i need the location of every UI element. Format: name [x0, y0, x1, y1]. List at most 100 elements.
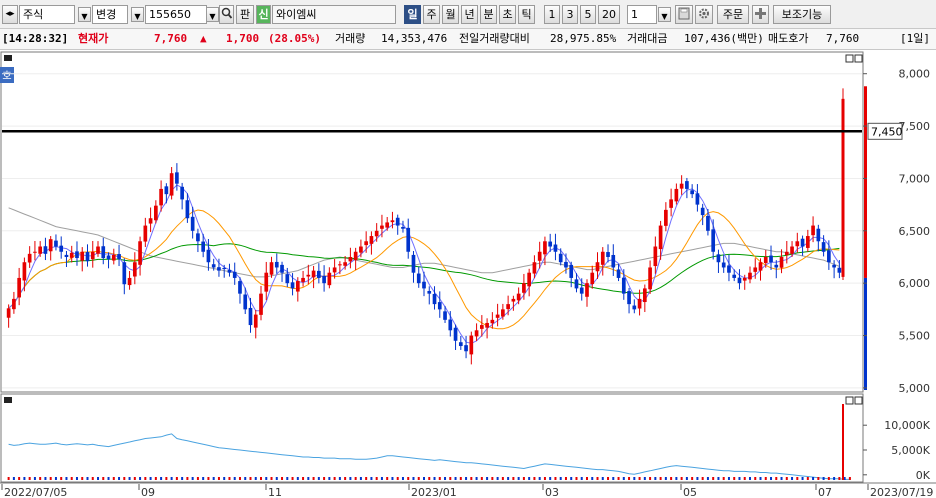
- volume-bar: [701, 477, 704, 480]
- interval-5-button[interactable]: 5: [580, 5, 596, 24]
- candle: [642, 284, 647, 313]
- volume-bar: [238, 477, 241, 480]
- period-year-button[interactable]: 년: [461, 5, 478, 24]
- indicator-button[interactable]: 보조기능: [773, 5, 831, 24]
- candle: [779, 249, 784, 274]
- volume-bar: [260, 477, 263, 480]
- panel-toggle-icon[interactable]: [4, 55, 12, 61]
- candle: [395, 214, 400, 235]
- interval-20-button[interactable]: 20: [598, 5, 620, 24]
- candle: [101, 237, 106, 265]
- candle: [369, 231, 374, 255]
- candle: [416, 266, 421, 288]
- chevron-down-icon[interactable]: ▼: [206, 7, 219, 22]
- volume-bar: [822, 477, 825, 480]
- candle: [38, 241, 43, 257]
- panel-restore-icon[interactable]: [845, 54, 854, 63]
- y-tick-label: 6,500: [899, 225, 931, 238]
- period-tick-button[interactable]: 틱: [518, 5, 535, 24]
- x-tick-label: 09: [141, 486, 155, 498]
- candle: [48, 236, 53, 261]
- volume-bar: [444, 477, 447, 480]
- candle: [343, 256, 347, 270]
- volume-bar: [428, 477, 431, 480]
- interval-3-button[interactable]: 3: [562, 5, 578, 24]
- period-week-button[interactable]: 주: [423, 5, 440, 24]
- interval-1-button[interactable]: 1: [544, 5, 560, 24]
- volume-bar: [212, 477, 215, 480]
- chevron-down-icon[interactable]: ▼: [658, 7, 671, 22]
- ask-label: 매도호가: [768, 32, 809, 45]
- volume-tick-label: 10,000K: [884, 419, 930, 432]
- volume-bar: [323, 477, 326, 480]
- candle: [790, 241, 794, 257]
- volume-bar: [317, 477, 320, 480]
- floppy-icon[interactable]: [675, 5, 693, 24]
- cross-icon[interactable]: [752, 5, 769, 24]
- market-select[interactable]: 주식: [19, 5, 75, 24]
- volume-bar: [217, 477, 220, 480]
- change-select[interactable]: 변경: [92, 5, 128, 24]
- volume-bar: [407, 477, 410, 480]
- pan-button[interactable]: 판: [236, 5, 254, 24]
- candle: [22, 257, 27, 292]
- volume-bar: [801, 477, 804, 480]
- y-tick-label: 8,000: [899, 68, 931, 81]
- x-tick-label: 11: [268, 486, 282, 498]
- search-icon[interactable]: [219, 5, 234, 24]
- volume-bar: [833, 477, 836, 480]
- volume-bar: [139, 477, 142, 480]
- stock-code-input[interactable]: 155650: [145, 5, 207, 24]
- candle: [632, 299, 637, 314]
- panel-close-icon[interactable]: [854, 54, 863, 63]
- period-month-button[interactable]: 월: [442, 5, 459, 24]
- volume-tick-label: 5,000K: [891, 444, 930, 457]
- chevron-down-icon[interactable]: ▼: [131, 7, 144, 22]
- candle: [132, 252, 137, 285]
- volume-bar: [649, 477, 652, 480]
- candle: [669, 188, 673, 217]
- gear-icon[interactable]: [695, 5, 713, 24]
- candle: [600, 247, 605, 276]
- candle: [269, 256, 274, 278]
- panel-toggle-icon[interactable]: [4, 397, 12, 403]
- volume-bar: [675, 477, 678, 480]
- candle: [201, 233, 206, 258]
- period-second-button[interactable]: 초: [499, 5, 516, 24]
- volume-bar: [44, 477, 47, 480]
- side-tab[interactable]: [0, 67, 14, 83]
- panel-restore-icon[interactable]: [845, 396, 854, 405]
- candle: [406, 218, 411, 259]
- candle: [816, 224, 821, 252]
- period-day-button[interactable]: 일: [404, 5, 421, 24]
- volume-bar: [638, 477, 641, 480]
- volume-bar: [359, 477, 362, 480]
- candle: [290, 273, 295, 296]
- volume-bar: [764, 477, 767, 480]
- order-button[interactable]: 주문: [717, 5, 749, 24]
- candle: [285, 267, 290, 288]
- volume-bar: [759, 477, 762, 480]
- candle: [511, 295, 516, 311]
- volume-bar: [628, 477, 631, 480]
- level-label: 7,450: [871, 125, 903, 138]
- candle: [753, 258, 758, 279]
- candle: [685, 177, 689, 199]
- period-minute-button[interactable]: 분: [480, 5, 497, 24]
- volume-bar: [785, 477, 788, 480]
- panel-close-icon[interactable]: [854, 396, 863, 405]
- candle: [374, 223, 379, 242]
- left-right-arrows-icon[interactable]: ◂▸: [2, 5, 18, 24]
- volume-bar: [780, 477, 783, 480]
- volume-bar: [338, 477, 341, 480]
- volume-bar: [706, 477, 709, 480]
- candle: [690, 184, 694, 199]
- volume-bar: [596, 477, 599, 480]
- candle: [238, 277, 242, 304]
- x-tick-label: 07: [818, 486, 832, 498]
- count-input[interactable]: 1: [627, 5, 657, 24]
- chevron-down-icon[interactable]: ▼: [78, 7, 91, 22]
- volume-bar: [496, 477, 499, 480]
- candle: [317, 263, 321, 284]
- candle: [448, 311, 453, 337]
